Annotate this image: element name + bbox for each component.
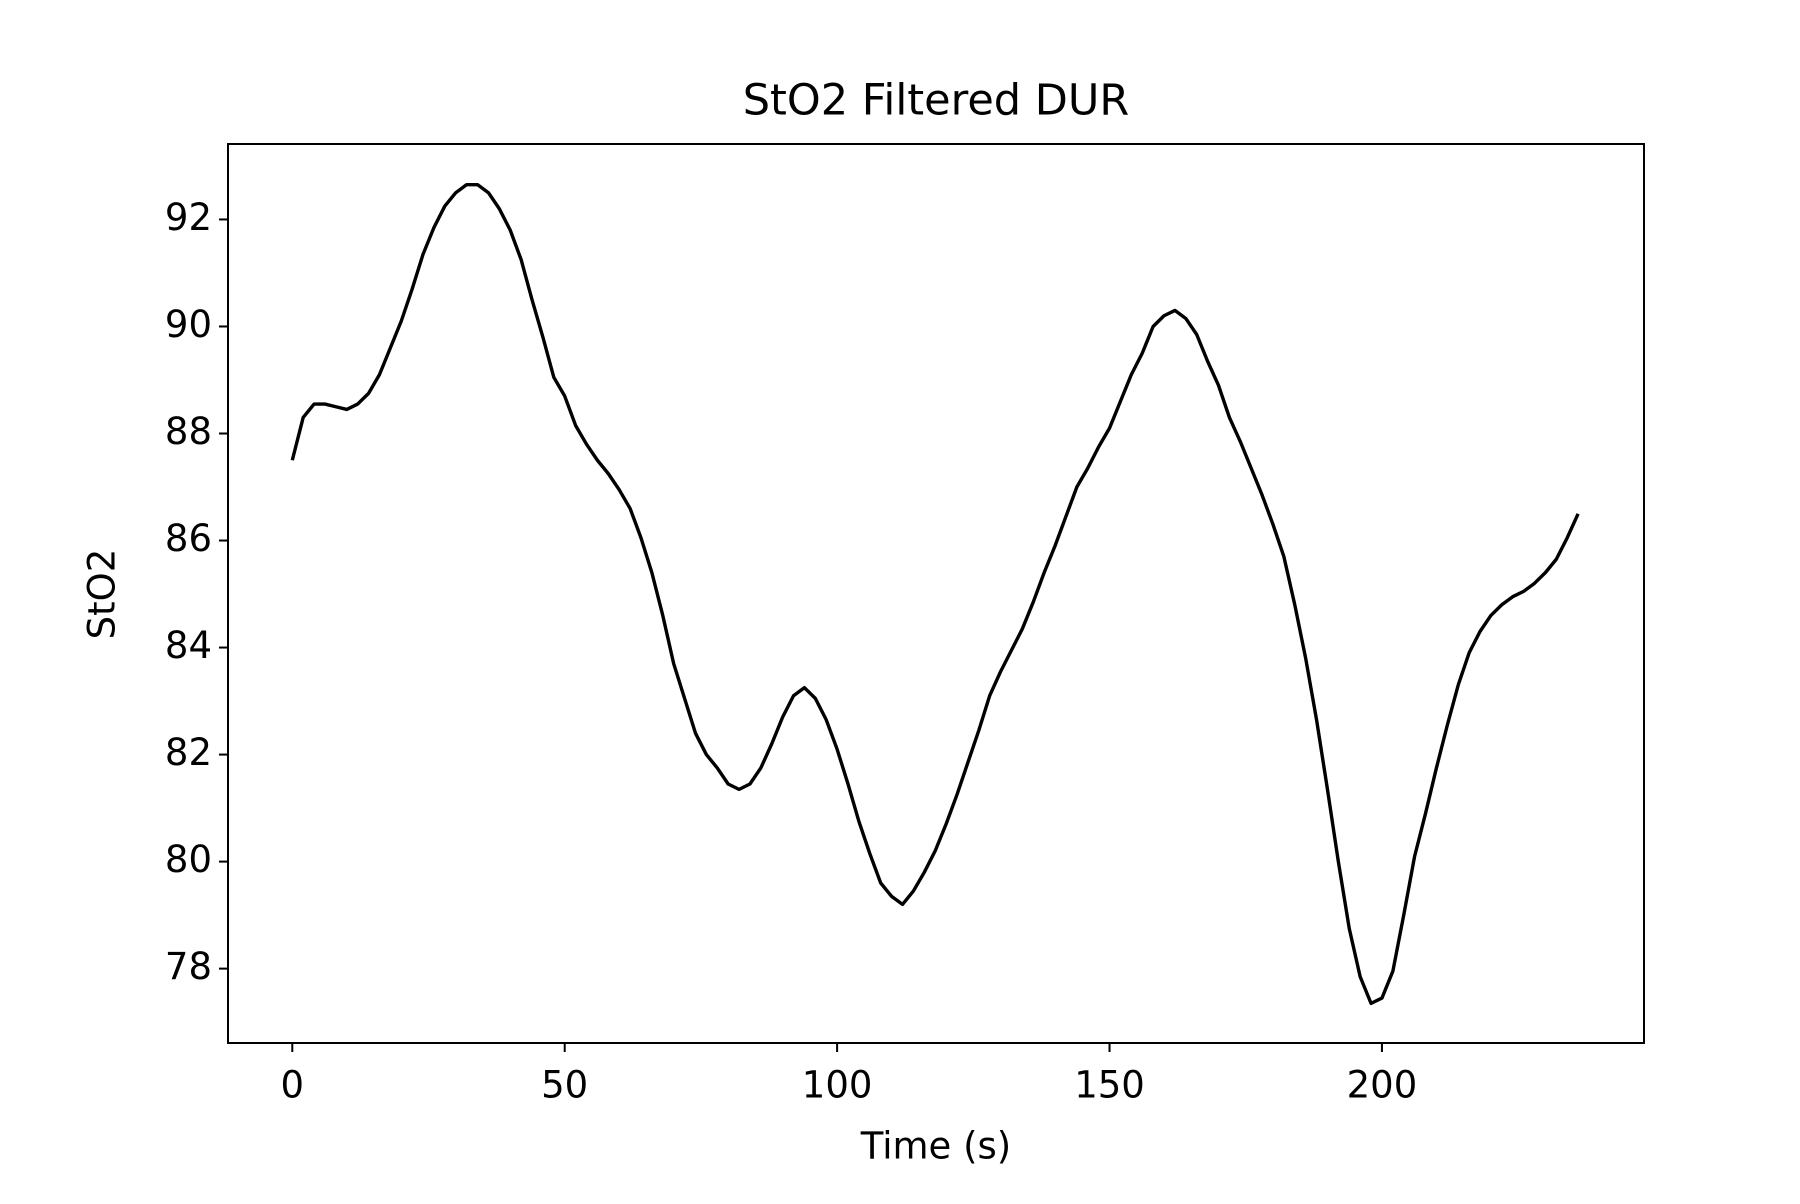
plot-frame	[227, 143, 1645, 1044]
y-tick-label: 86	[165, 517, 212, 560]
y-tick-label: 80	[165, 838, 212, 881]
chart-title: StO2 Filtered DUR	[743, 76, 1129, 126]
y-tick-label: 84	[165, 624, 212, 667]
data-line	[290, 182, 1580, 1006]
y-tick-label: 88	[165, 410, 212, 453]
y-tick-label: 78	[165, 945, 212, 988]
y-tick-label: 92	[165, 196, 212, 239]
x-axis-label: Time (s)	[860, 1125, 1011, 1168]
x-tick-label: 200	[1347, 1064, 1418, 1107]
y-tick-label: 82	[165, 731, 212, 774]
x-tick-label: 150	[1074, 1064, 1145, 1107]
x-tick-label: 50	[541, 1064, 588, 1107]
y-axis-label: StO2	[81, 549, 124, 640]
x-tick-label: 0	[281, 1064, 305, 1107]
y-tick-label: 90	[165, 303, 212, 346]
x-tick-label: 100	[802, 1064, 873, 1107]
